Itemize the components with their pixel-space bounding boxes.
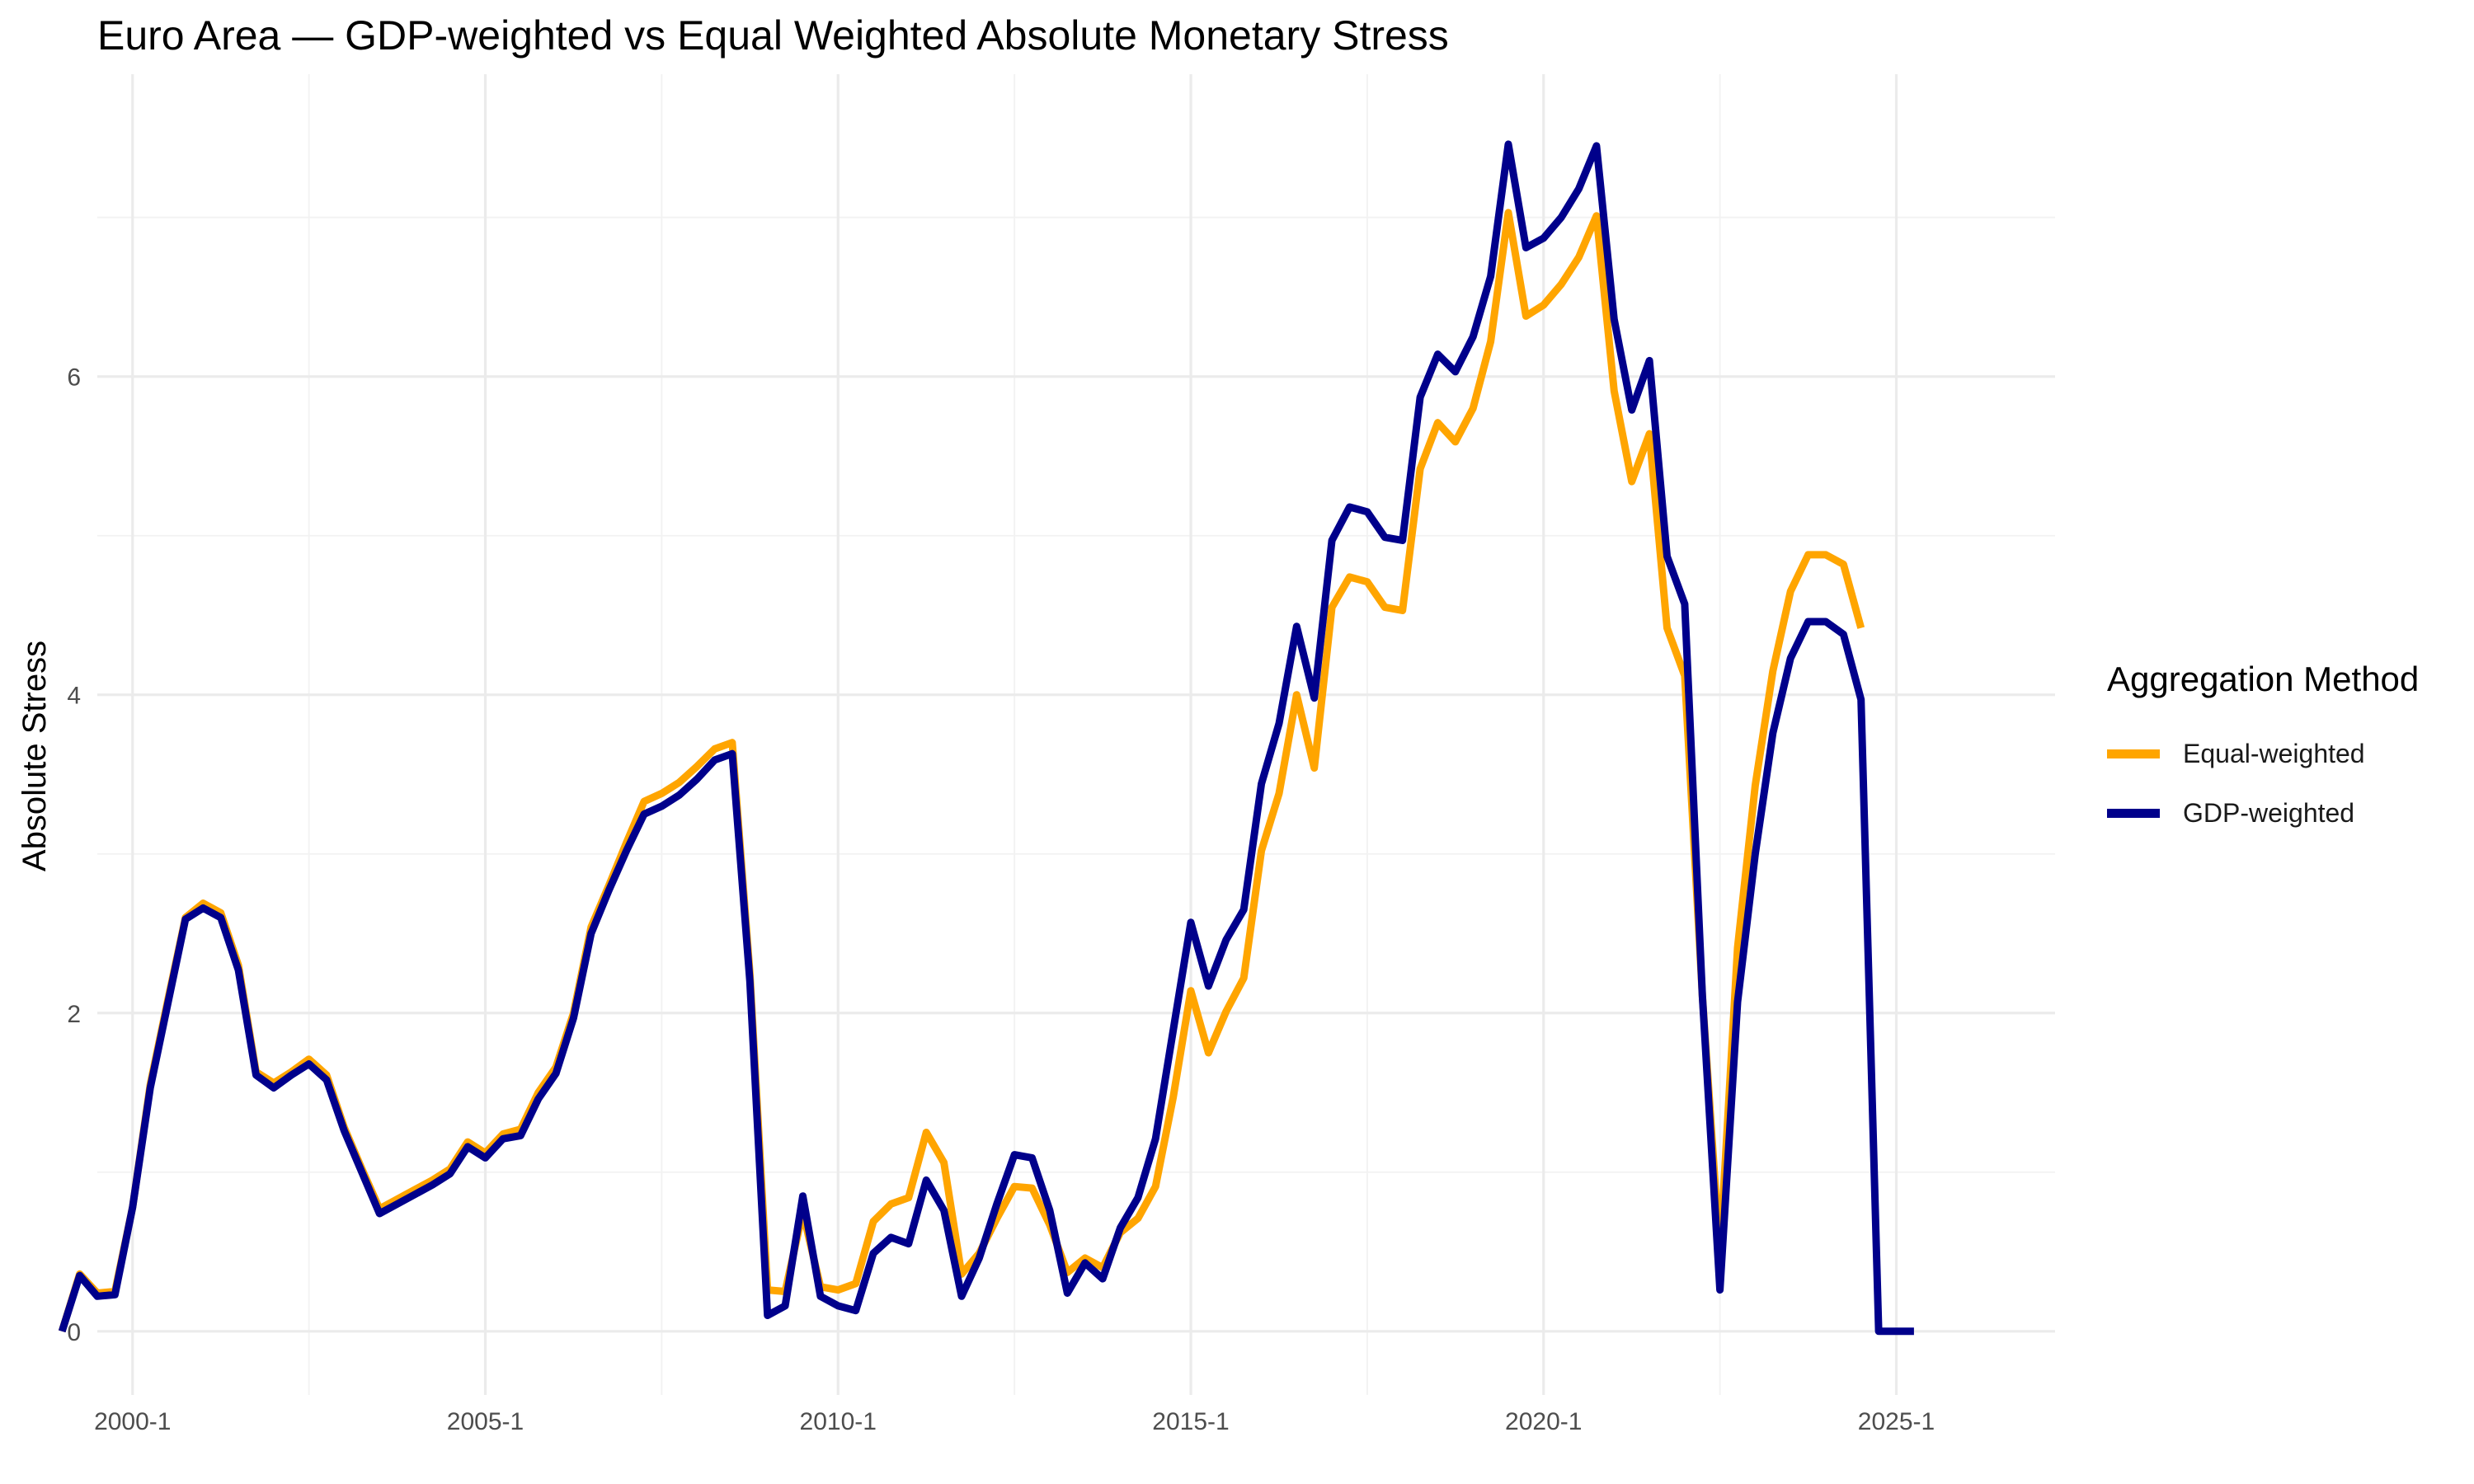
legend-label: GDP-weighted <box>2183 797 2355 828</box>
legend-label: Equal-weighted <box>2183 738 2365 768</box>
y-axis-ticks: 0 2 4 6 <box>67 364 81 1346</box>
chart-title: Euro Area — GDP-weighted vs Equal Weight… <box>97 12 1449 59</box>
legend-key <box>2107 749 2160 758</box>
legend-item: GDP-weighted <box>2107 783 2419 843</box>
x-tick-label: 2000-1 <box>94 1408 171 1435</box>
series-line-equal-weighted <box>58 209 1865 1333</box>
y-axis-title: Absolute Stress <box>16 641 53 871</box>
x-tick-label: 2005-1 <box>447 1408 524 1435</box>
x-tick-label: 2015-1 <box>1152 1408 1229 1435</box>
x-tick-label: 2025-1 <box>1858 1408 1935 1435</box>
legend-item: Equal-weighted <box>2107 724 2419 783</box>
minor-gridlines <box>97 74 2055 1395</box>
legend-title: Aggregation Method <box>2107 660 2420 698</box>
major-gridlines <box>97 74 2055 1395</box>
legend-items: Equal-weighted GDP-weighted <box>2107 724 2419 843</box>
x-tick-label: 2010-1 <box>800 1408 877 1435</box>
x-axis-ticks: 2000-1 2005-1 2010-1 2015-1 2020-1 2025-1 <box>94 1408 1935 1435</box>
x-tick-label: 2020-1 <box>1505 1408 1582 1435</box>
legend-key <box>2107 808 2160 818</box>
series-line-gdp-weighted <box>58 140 1914 1336</box>
y-tick-label: 0 <box>67 1319 81 1346</box>
y-tick-label: 2 <box>67 1001 81 1028</box>
legend: Aggregation Method Equal-weighted GDP-wei… <box>2107 660 2419 843</box>
y-tick-label: 4 <box>67 683 81 710</box>
y-tick-label: 6 <box>67 364 81 392</box>
series-lines <box>58 140 1914 1336</box>
